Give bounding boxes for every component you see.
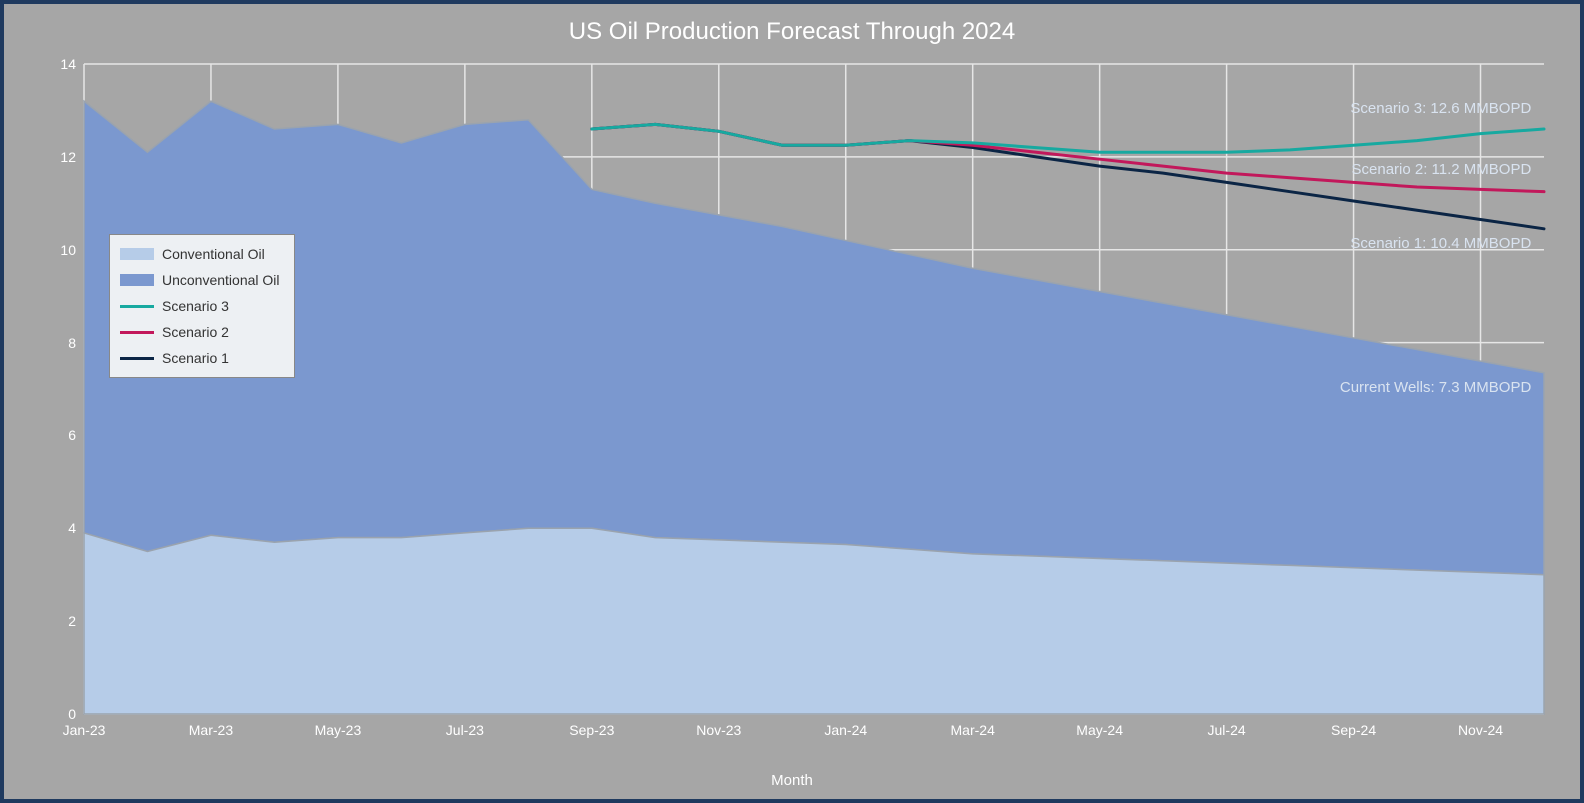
legend-item: Unconventional Oil <box>120 267 280 293</box>
chart-frame: US Oil Production Forecast Through 2024 … <box>0 0 1584 803</box>
plot-area <box>84 64 1544 714</box>
ytick-label: 4 <box>46 520 76 536</box>
chart-title: US Oil Production Forecast Through 2024 <box>4 18 1580 46</box>
ytick-label: 12 <box>46 149 76 165</box>
annotation: Scenario 2: 11.2 MMBOPD <box>1352 161 1532 178</box>
ytick-label: 10 <box>46 242 76 258</box>
xtick-label: Sep-24 <box>1331 722 1376 738</box>
legend-item: Conventional Oil <box>120 241 280 267</box>
xtick-label: Jan-23 <box>63 722 106 738</box>
xtick-label: Sep-23 <box>569 722 614 738</box>
ytick-label: 8 <box>46 335 76 351</box>
chart-svg <box>84 64 1544 714</box>
legend: Conventional Oil Unconventional Oil Scenar… <box>109 234 295 378</box>
area-unconventional <box>84 101 1544 575</box>
xtick-label: Nov-23 <box>696 722 741 738</box>
ytick-label: 6 <box>46 427 76 443</box>
line-scenario3 <box>592 124 1544 152</box>
xtick-label: Nov-24 <box>1458 722 1503 738</box>
legend-item: Scenario 1 <box>120 345 280 371</box>
annotation: Scenario 1: 10.4 MMBOPD <box>1350 235 1531 252</box>
xtick-label: Jan-24 <box>824 722 867 738</box>
legend-swatch-line <box>120 331 154 334</box>
annotation: Scenario 3: 12.6 MMBOPD <box>1350 100 1531 117</box>
x-axis-label: Month <box>771 772 813 789</box>
annotation: Current Wells: 7.3 MMBOPD <box>1340 379 1531 396</box>
legend-label: Scenario 1 <box>162 350 229 366</box>
xtick-label: Mar-23 <box>189 722 233 738</box>
xtick-label: Mar-24 <box>951 722 995 738</box>
ytick-label: 14 <box>46 56 76 72</box>
legend-label: Scenario 2 <box>162 324 229 340</box>
legend-label: Unconventional Oil <box>162 272 280 288</box>
legend-label: Scenario 3 <box>162 298 229 314</box>
legend-item: Scenario 2 <box>120 319 280 345</box>
legend-swatch-line <box>120 305 154 308</box>
xtick-label: May-23 <box>315 722 362 738</box>
xtick-label: May-24 <box>1076 722 1123 738</box>
legend-label: Conventional Oil <box>162 246 265 262</box>
xtick-label: Jul-24 <box>1208 722 1246 738</box>
ytick-label: 0 <box>46 706 76 722</box>
ytick-label: 2 <box>46 613 76 629</box>
xtick-label: Jul-23 <box>446 722 484 738</box>
legend-swatch-area <box>120 274 154 286</box>
legend-item: Scenario 3 <box>120 293 280 319</box>
legend-swatch-area <box>120 248 154 260</box>
legend-swatch-line <box>120 357 154 360</box>
